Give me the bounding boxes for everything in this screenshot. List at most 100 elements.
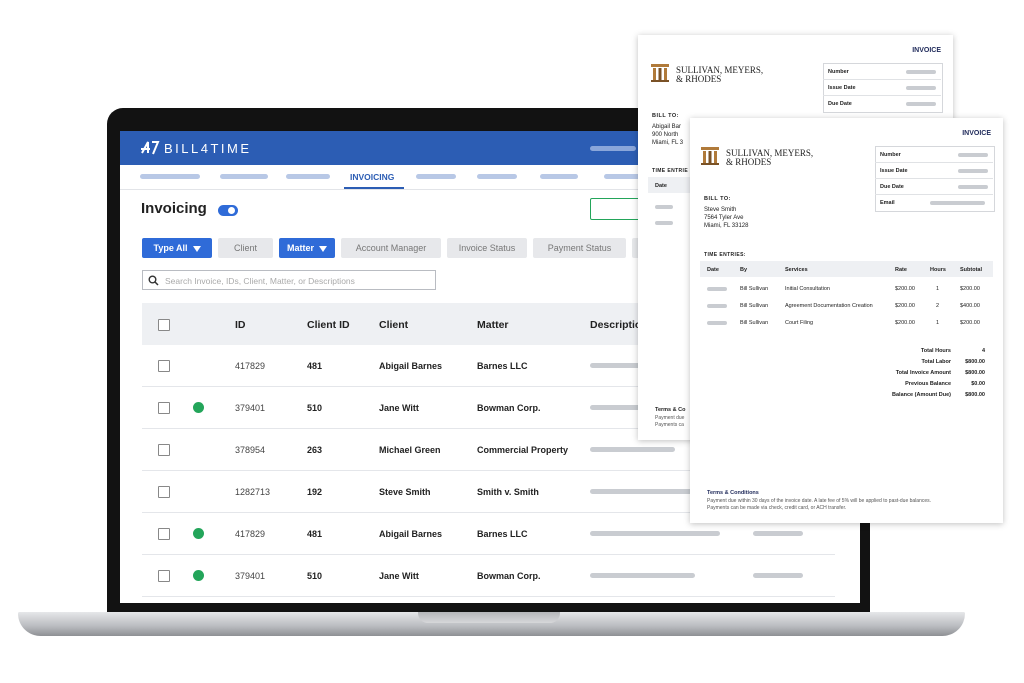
terms-title: Terms & Conditions [707,490,759,496]
filter-label: Account Manager [355,243,427,253]
bill-to-line: Abigail Bar [652,124,682,130]
field-divider [823,79,941,80]
client-id: 510 [307,403,323,413]
checkbox[interactable] [158,319,170,331]
matter: Barnes LLC [477,529,528,539]
filter-button[interactable]: Payment Status [533,238,626,258]
field-label: Issue Date [828,85,856,91]
firm-name: & RHODES [726,157,772,167]
description-placeholder [590,363,685,368]
placeholder [590,146,636,151]
page-title: Invoicing [141,200,207,217]
field-divider [875,178,993,179]
entries-column-header: Subtotal [960,267,982,273]
search-box[interactable]: Search Invoice, IDs, Client, Matter, or … [142,270,436,290]
entries-label: TIME ENTRIE [652,168,689,174]
invoice-front: INVOICE SULLIVAN, MEYERS, & RHODES Number Is… [690,118,1003,523]
filter-button[interactable]: Account Manager [341,238,441,258]
matter: Commercial Property [477,445,569,455]
filter-button[interactable]: Type All [142,238,212,258]
filter-button[interactable]: Invoice Status [447,238,527,258]
description-placeholder [590,405,685,410]
field-placeholder [930,201,985,205]
terms-line: Payments ca [655,422,684,428]
terms-title: Terms & Co [655,407,686,413]
column-header: Client ID [307,319,350,331]
table-row [142,387,835,429]
total-value: $0.00 [971,381,985,387]
client-name: Jane Witt [379,403,419,413]
client-name: Steve Smith [379,487,431,497]
matter: Bowman Corp. [477,403,541,413]
invoice-id: 379401 [235,571,266,581]
invoice-id: 417829 [235,361,266,371]
nav-placeholder [540,174,578,179]
field-divider [875,162,993,163]
column-header: Description [590,319,648,331]
total-label: Total Invoice Amount [895,370,951,376]
entry-by: Bill Sullivan [740,320,769,326]
table-row [142,345,835,387]
checkbox[interactable] [158,528,170,540]
entries-column-header: By [740,267,748,273]
entry-subtotal: $200.00 [960,286,980,292]
nav-tab-active[interactable]: INVOICING [350,172,395,182]
total-value: $800.00 [965,359,985,365]
invoice-id: 1282713 [235,487,271,497]
checkbox[interactable] [158,360,170,372]
description-placeholder [590,531,720,536]
entry-by: Bill Sullivan [740,286,769,292]
field-label: Number [880,152,901,158]
brand: BILL4TIME [164,141,252,156]
terms-line: Payment due [655,415,685,421]
date-placeholder [707,304,727,308]
bill-to-line: 7564 Tyler Ave [704,215,744,221]
total-value: 4 [981,348,985,354]
checkbox[interactable] [158,444,170,456]
nav-placeholder [416,174,456,179]
client-id: 192 [307,487,323,497]
field-divider [875,194,993,195]
client-name: Abigail Barnes [379,361,443,371]
invoice-id: 417829 [235,529,266,539]
entry-rate: $200.00 [895,303,915,309]
total-value: $800.00 [965,392,985,398]
firm-name: SULLIVAN, MEYERS, [676,65,764,75]
checkbox[interactable] [158,486,170,498]
total-label: Previous Balance [905,381,951,387]
entries-date-header: Date [655,183,667,189]
filter-label: Invoice Status [458,243,516,253]
matter: Smith v. Smith [477,487,539,497]
invoice-id: 379401 [235,403,266,413]
entry-rate: $200.00 [895,320,915,326]
filter-button[interactable]: Client [218,238,273,258]
checkbox[interactable] [158,570,170,582]
date-placeholder [707,287,727,291]
field-divider [823,95,941,96]
bill-to-line: Steve Smith [704,207,737,213]
entry-service: Court Filing [785,320,814,326]
checkbox[interactable] [158,402,170,414]
firm-logo [701,147,719,165]
field-placeholder [906,70,936,74]
field-label: Number [828,69,849,75]
field-placeholder [906,86,936,90]
toggle[interactable] [218,205,238,216]
client-id: 263 [307,445,323,455]
date-placeholder [655,205,673,209]
firm-name: & RHODES [676,74,722,84]
filter-button[interactable]: Matter [279,238,335,258]
field-placeholder [906,102,936,106]
total-label: Total Hours [920,348,951,354]
description-placeholder [590,447,675,452]
description-placeholder [590,489,695,494]
bill-to-line: Miami, FL 33128 [704,223,749,229]
placeholder [753,531,803,536]
matter: Bowman Corp. [477,571,541,581]
entries-header [700,261,993,277]
entry-subtotal: $400.00 [960,303,980,309]
dropdown-arrow [319,245,327,252]
entry-hours: 1 [936,320,940,326]
invoice-heading: INVOICE [962,130,991,137]
